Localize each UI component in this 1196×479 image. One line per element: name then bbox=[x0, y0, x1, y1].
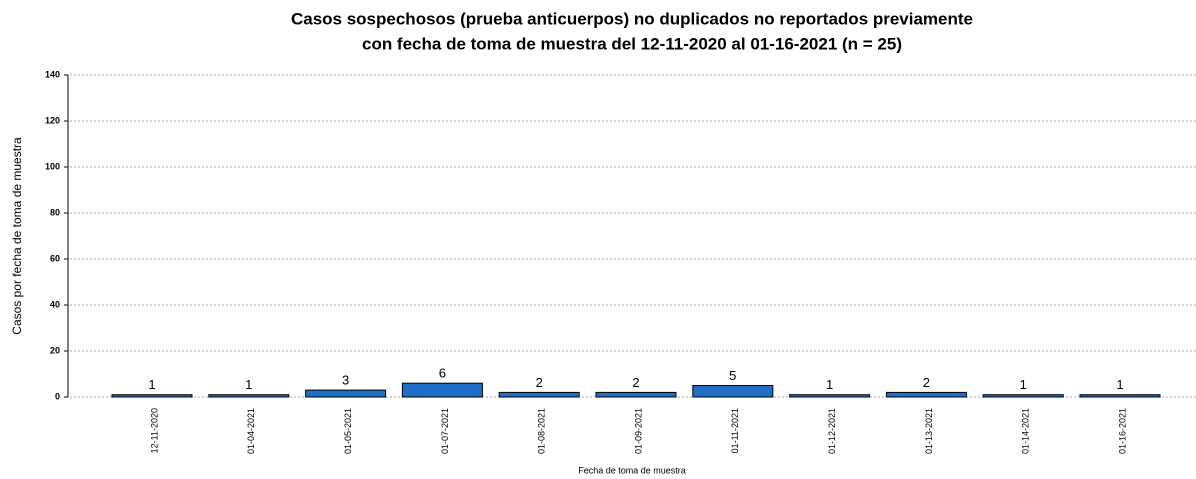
bar bbox=[1079, 394, 1161, 398]
y-tick-label: 20 bbox=[50, 345, 60, 355]
chart-title: con fecha de toma de muestra del 12-11-2… bbox=[362, 34, 902, 53]
bar bbox=[885, 391, 967, 398]
data-label: 3 bbox=[342, 373, 349, 388]
bar bbox=[982, 394, 1064, 398]
x-tick-label: 01-04-2021 bbox=[246, 408, 256, 454]
x-tick-label: 01-16-2021 bbox=[1117, 408, 1127, 454]
x-tick-label: 01-14-2021 bbox=[1021, 408, 1031, 454]
bar bbox=[208, 394, 290, 398]
x-tick-label: 01-07-2021 bbox=[440, 408, 450, 454]
bar bbox=[305, 389, 387, 398]
y-tick-label: 80 bbox=[50, 207, 60, 217]
data-label: 1 bbox=[826, 377, 833, 392]
x-tick-label: 01-08-2021 bbox=[537, 408, 547, 454]
chart-title: Casos sospechosos (prueba anticuerpos) n… bbox=[291, 9, 973, 28]
data-label: 2 bbox=[536, 375, 543, 390]
y-tick-label: 0 bbox=[55, 391, 60, 401]
x-tick-label: 01-05-2021 bbox=[343, 408, 353, 454]
bar bbox=[692, 385, 774, 398]
y-tick-label: 100 bbox=[45, 161, 60, 171]
data-label: 1 bbox=[1116, 377, 1123, 392]
x-tick-label: 01-12-2021 bbox=[827, 408, 837, 454]
data-label: 5 bbox=[729, 368, 736, 383]
y-tick-label: 120 bbox=[45, 115, 60, 125]
bar bbox=[498, 391, 580, 398]
x-tick-label: 01-11-2021 bbox=[730, 408, 740, 453]
data-label: 1 bbox=[148, 377, 155, 392]
bar bbox=[789, 394, 871, 398]
y-tick-label: 60 bbox=[50, 253, 60, 263]
data-label: 1 bbox=[1020, 377, 1027, 392]
data-label: 6 bbox=[439, 366, 446, 381]
bar bbox=[401, 382, 483, 398]
data-label: 2 bbox=[632, 375, 639, 390]
data-label: 2 bbox=[923, 375, 930, 390]
x-axis-label: Fecha de toma de muestra bbox=[578, 465, 686, 475]
x-tick-label: 01-13-2021 bbox=[924, 408, 934, 454]
y-axis-label: Casos por fecha de toma de muestra bbox=[10, 137, 24, 335]
bar bbox=[111, 394, 193, 398]
x-tick-label: 01-09-2021 bbox=[633, 408, 643, 454]
y-tick-label: 40 bbox=[50, 299, 60, 309]
bar bbox=[595, 391, 677, 398]
x-tick-label: 12-11-2020 bbox=[149, 408, 159, 453]
y-tick-label: 140 bbox=[45, 69, 60, 79]
data-label: 1 bbox=[245, 377, 252, 392]
